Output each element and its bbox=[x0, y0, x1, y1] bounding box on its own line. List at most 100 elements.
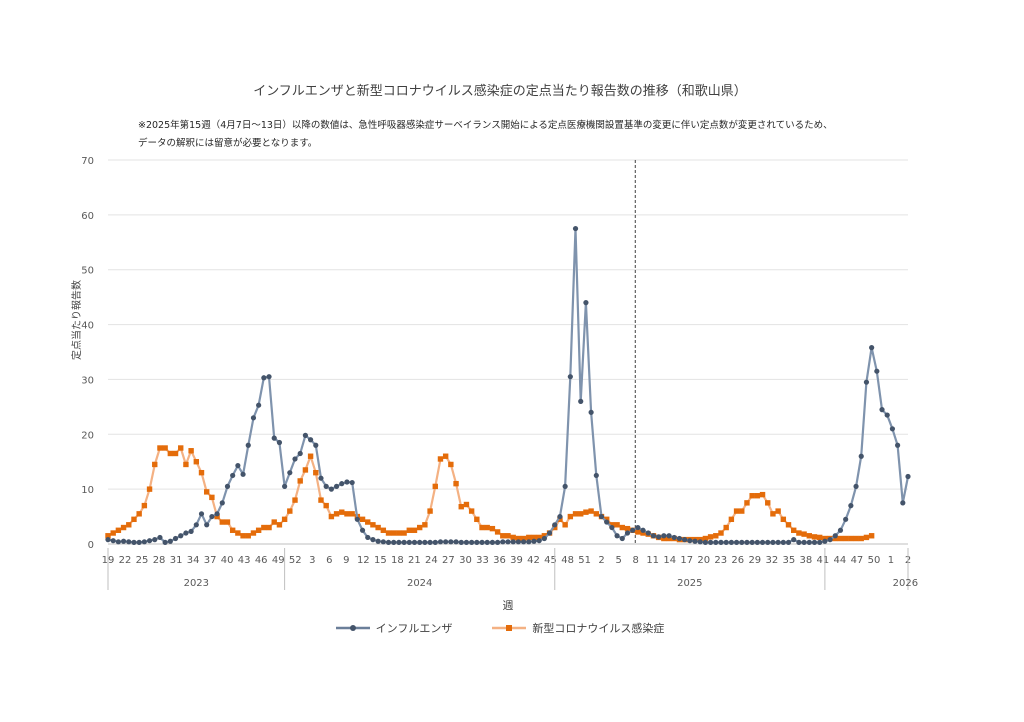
point-covid bbox=[328, 513, 335, 520]
point-covid bbox=[707, 534, 714, 540]
point-influenza bbox=[307, 437, 314, 443]
point-influenza bbox=[765, 539, 771, 545]
point-influenza bbox=[562, 483, 568, 489]
point-influenza bbox=[697, 539, 703, 545]
point-influenza bbox=[557, 513, 563, 520]
point-covid bbox=[318, 497, 324, 503]
point-covid bbox=[261, 524, 267, 531]
point-covid bbox=[250, 530, 257, 536]
point-influenza bbox=[879, 407, 885, 413]
point-covid bbox=[380, 527, 387, 533]
x-tick-label: 49 bbox=[272, 555, 285, 566]
point-covid bbox=[297, 478, 303, 484]
point-influenza bbox=[282, 483, 288, 489]
legend: インフルエンザ 新型コロナウイルス感染症 bbox=[0, 620, 1000, 636]
point-influenza bbox=[245, 442, 251, 448]
point-influenza bbox=[146, 538, 153, 544]
point-covid bbox=[131, 516, 137, 523]
point-influenza bbox=[380, 539, 386, 545]
y-axis-ticks: 0 10 20 30 40 50 60 70 bbox=[81, 156, 94, 551]
point-influenza bbox=[546, 530, 553, 536]
legend-item-covid[interactable]: 新型コロナウイルス感染症 bbox=[492, 620, 664, 636]
point-covid bbox=[494, 529, 501, 535]
point-covid bbox=[209, 494, 215, 501]
point-influenza bbox=[276, 439, 283, 446]
y-tick-label: 10 bbox=[81, 485, 94, 496]
point-covid bbox=[313, 469, 319, 476]
point-covid bbox=[302, 467, 309, 473]
point-covid bbox=[152, 461, 158, 468]
point-influenza bbox=[884, 412, 890, 418]
point-influenza bbox=[718, 539, 724, 545]
point-influenza bbox=[313, 442, 319, 448]
chart-note-line-2: データの解釈には留意が必要となります。 bbox=[138, 138, 318, 149]
y-tick-label: 40 bbox=[81, 321, 94, 332]
legend-item-influenza[interactable]: インフルエンザ bbox=[335, 620, 452, 636]
point-covid bbox=[339, 509, 345, 515]
point-influenza bbox=[188, 528, 194, 534]
point-covid bbox=[848, 535, 854, 542]
point-influenza bbox=[391, 539, 397, 545]
point-influenza bbox=[120, 538, 127, 544]
point-covid bbox=[775, 508, 781, 514]
point-influenza bbox=[510, 539, 516, 545]
point-covid bbox=[713, 533, 719, 539]
point-covid bbox=[292, 497, 298, 503]
x-tick-label: 25 bbox=[136, 555, 149, 566]
point-covid bbox=[276, 522, 283, 528]
point-covid bbox=[105, 533, 111, 539]
point-influenza bbox=[635, 524, 641, 531]
point-influenza bbox=[458, 539, 464, 545]
x-tick-label: 26 bbox=[731, 555, 744, 566]
point-influenza bbox=[520, 539, 527, 545]
point-influenza bbox=[869, 345, 875, 351]
point-covid bbox=[375, 524, 381, 531]
point-influenza bbox=[302, 432, 309, 438]
point-covid bbox=[479, 524, 485, 531]
point-influenza bbox=[411, 539, 418, 545]
point-covid bbox=[406, 527, 412, 533]
point-influenza bbox=[827, 537, 833, 543]
point-covid bbox=[811, 534, 818, 540]
point-covid bbox=[183, 461, 189, 468]
point-covid bbox=[204, 489, 210, 495]
point-covid bbox=[224, 519, 231, 525]
point-covid bbox=[281, 516, 288, 523]
point-influenza bbox=[224, 483, 231, 489]
point-covid bbox=[733, 508, 740, 514]
series-line-influenza bbox=[107, 227, 910, 544]
point-influenza bbox=[474, 539, 480, 545]
year-label: 2026 bbox=[893, 578, 918, 589]
point-influenza bbox=[266, 374, 272, 380]
point-covid bbox=[739, 508, 745, 514]
point-covid bbox=[765, 500, 771, 506]
point-influenza bbox=[754, 539, 760, 545]
point-covid bbox=[188, 448, 194, 454]
point-influenza bbox=[707, 539, 714, 545]
point-influenza bbox=[541, 535, 547, 542]
x-tick-label: 8 bbox=[632, 555, 638, 566]
point-influenza bbox=[749, 539, 755, 545]
point-influenza bbox=[682, 537, 688, 543]
point-covid bbox=[167, 450, 174, 457]
point-influenza bbox=[661, 533, 667, 539]
point-covid bbox=[333, 511, 340, 517]
point-influenza bbox=[578, 398, 584, 404]
point-influenza bbox=[848, 503, 854, 509]
point-influenza bbox=[832, 533, 838, 539]
point-influenza bbox=[422, 539, 428, 545]
point-influenza bbox=[806, 539, 812, 545]
point-influenza bbox=[344, 479, 350, 485]
point-influenza bbox=[889, 426, 896, 432]
x-tick-label: 48 bbox=[561, 555, 574, 566]
x-tick-label: 34 bbox=[187, 555, 200, 566]
x-tick-label: 24 bbox=[425, 555, 438, 566]
point-covid bbox=[385, 530, 392, 536]
point-influenza bbox=[328, 486, 334, 492]
point-influenza bbox=[739, 539, 745, 545]
point-covid bbox=[822, 535, 828, 542]
point-influenza bbox=[785, 539, 792, 545]
x-tick-label: 14 bbox=[663, 555, 676, 566]
point-influenza bbox=[141, 539, 147, 545]
